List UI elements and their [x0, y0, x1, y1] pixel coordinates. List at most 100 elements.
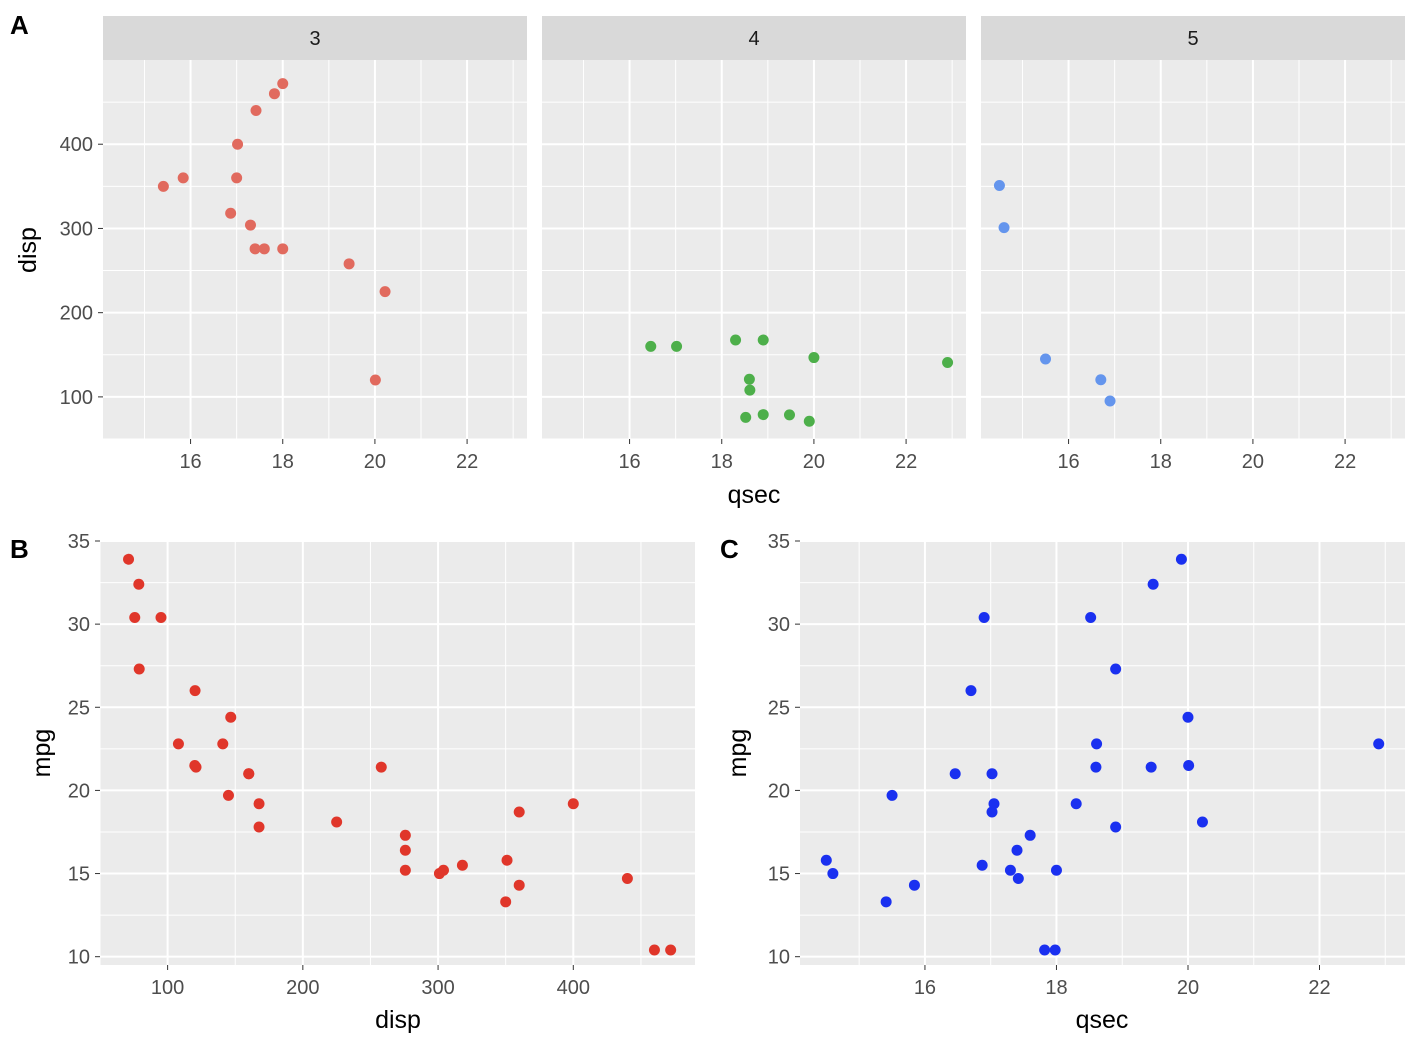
panel-background: [100, 541, 695, 965]
y-tick-label: 30: [768, 614, 790, 636]
data-point: [1104, 395, 1116, 407]
data-point: [513, 879, 525, 891]
y-tick-label: 15: [768, 864, 790, 886]
data-point: [1011, 844, 1023, 856]
data-point: [993, 179, 1005, 191]
data-point: [232, 138, 244, 150]
data-point: [942, 357, 954, 369]
data-point: [1147, 578, 1159, 590]
data-point: [155, 611, 167, 623]
data-point: [1049, 944, 1061, 956]
x-axis-title: qsec: [1076, 1006, 1129, 1034]
data-point: [998, 222, 1010, 234]
facet-strip: [542, 16, 966, 60]
data-point: [1145, 761, 1157, 773]
data-point: [190, 761, 202, 773]
y-axis-title: disp: [14, 227, 42, 273]
data-point: [783, 409, 795, 421]
data-point: [880, 896, 892, 908]
data-point: [513, 806, 525, 818]
data-point: [1110, 821, 1122, 833]
data-point: [986, 806, 998, 818]
y-tick-label: 25: [768, 697, 790, 719]
data-point: [665, 944, 677, 956]
data-point: [1004, 864, 1016, 876]
x-tick-label: 400: [557, 977, 590, 999]
panel-tag-b: B: [10, 534, 29, 564]
panel-background: [103, 60, 527, 439]
y-tick-label: 25: [68, 697, 90, 719]
chart-b: 100 200 300 400 10 15 20 25 30 35 disp mpg: [28, 531, 695, 1034]
data-point: [1085, 611, 1097, 623]
data-point: [1175, 553, 1187, 565]
data-point: [730, 334, 742, 346]
data-point: [978, 611, 990, 623]
data-point: [249, 243, 261, 255]
data-point: [757, 409, 769, 421]
x-tick-label: 18: [711, 451, 733, 473]
data-point: [133, 663, 145, 675]
data-point: [399, 829, 411, 841]
y-tick-label: 300: [60, 218, 93, 240]
y-tick-label: 20: [768, 780, 790, 802]
data-point: [744, 384, 756, 396]
facet-strip: [103, 16, 527, 60]
x-tick-label: 20: [1177, 977, 1199, 999]
data-point: [501, 854, 513, 866]
x-tick-label: 22: [895, 451, 917, 473]
x-axis-title: disp: [375, 1006, 421, 1034]
x-tick-label: 16: [914, 977, 936, 999]
data-point: [820, 854, 832, 866]
panel-background: [542, 60, 966, 439]
data-point: [244, 219, 256, 231]
x-tick-label: 100: [151, 977, 184, 999]
data-point: [1095, 374, 1107, 386]
data-point: [1110, 663, 1122, 675]
data-point: [253, 821, 265, 833]
data-point: [988, 798, 1000, 810]
data-point: [886, 789, 898, 801]
data-point: [123, 553, 135, 565]
data-point: [225, 711, 237, 723]
x-tick-label: 300: [421, 977, 454, 999]
data-point: [1091, 738, 1103, 750]
y-tick-label: 100: [60, 387, 93, 409]
data-point: [1050, 864, 1062, 876]
x-tick-label: 22: [1334, 451, 1356, 473]
panel-tag-c: C: [720, 534, 739, 564]
data-point: [399, 844, 411, 856]
x-tick-label: 22: [1308, 977, 1330, 999]
y-tick-label: 10: [68, 947, 90, 969]
data-point: [757, 334, 769, 346]
facet-strip-label: 3: [309, 28, 320, 50]
data-point: [986, 768, 998, 780]
data-point: [157, 180, 169, 192]
data-point: [645, 340, 657, 352]
y-tick-label: 35: [68, 531, 90, 553]
data-point: [1090, 761, 1102, 773]
data-point: [621, 873, 633, 885]
x-tick-label: 16: [179, 451, 201, 473]
data-point: [231, 172, 243, 184]
x-tick-label: 16: [618, 451, 640, 473]
y-tick-label: 30: [68, 614, 90, 636]
facet-strip-label: 4: [748, 28, 759, 50]
data-point: [803, 415, 815, 427]
data-point: [456, 859, 468, 871]
panel-background: [800, 541, 1405, 965]
x-tick-label: 18: [1045, 977, 1067, 999]
data-point: [433, 868, 445, 880]
x-tick-label: 20: [803, 451, 825, 473]
data-point: [743, 373, 755, 385]
y-axis-title: mpg: [724, 729, 752, 778]
data-point: [1012, 873, 1024, 885]
data-point: [648, 944, 660, 956]
data-point: [1040, 353, 1052, 365]
data-point: [225, 207, 237, 219]
data-point: [133, 578, 145, 590]
x-tick-label: 18: [272, 451, 294, 473]
data-point: [908, 879, 920, 891]
data-point: [189, 685, 201, 697]
data-point: [277, 243, 289, 255]
